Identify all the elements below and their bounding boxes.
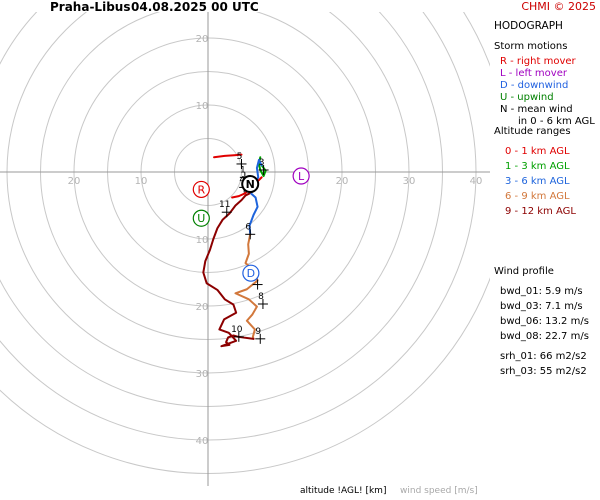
hodograph-segment — [213, 153, 243, 159]
storm-motion-item: N - mean wind — [500, 104, 573, 115]
storm-marker-letter: L — [298, 170, 305, 183]
axis-tick-label: 20 — [196, 302, 209, 313]
storm-marker-letter: D — [247, 267, 255, 280]
storm-marker-letter: N — [246, 178, 255, 191]
storm-marker-circle — [192, 180, 210, 199]
altitude-range-item: 0 - 1 km AGL — [505, 146, 570, 157]
wind-profile-item: bwd_01: 5.9 m/s — [500, 286, 583, 297]
hodograph-axes — [0, 12, 490, 486]
storm-motion-markers: R L U D N — [192, 167, 310, 282]
altitude-range-item: 3 - 6 km AGL — [505, 176, 570, 187]
altitude-label: 10 — [231, 325, 243, 335]
wind-speed-caption: wind speed [m/s] — [400, 486, 478, 496]
storm-motions-title: Storm motions — [494, 41, 568, 52]
altitude-label: 1 — [240, 165, 246, 175]
axis-tick-label: 40 — [196, 436, 209, 447]
wind-profile-item: bwd_03: 7.1 m/s — [500, 301, 583, 312]
altitude-label: 5 — [237, 152, 243, 162]
altitude-label: 9 — [255, 327, 261, 337]
altitude-range-item: 1 - 3 km AGL — [505, 161, 570, 172]
storm-motion-item: L - left mover — [500, 68, 567, 79]
storm-marker-circle — [192, 209, 210, 227]
storm-marker-circle — [242, 264, 260, 282]
storm-marker-circle — [241, 175, 260, 194]
altitude-label: 11 — [219, 200, 230, 210]
axis-tick-label: 20 — [196, 34, 209, 45]
sounding-datetime: 04.08.2025 00 UTC — [131, 0, 259, 14]
axis-tick-label: 30 — [196, 369, 209, 380]
altitude-label: 8 — [258, 292, 264, 302]
altitude-ranges-title: Altitude ranges — [494, 126, 571, 137]
axis-tick-label: 30 — [403, 176, 416, 187]
axis-tick-label: 20 — [68, 176, 81, 187]
hodograph-segment — [234, 233, 259, 340]
storm-motion-item: R - right mover — [500, 56, 576, 67]
altitude-label: 3 — [259, 158, 265, 168]
wind-profile-item: bwd_08: 22.7 m/s — [500, 331, 589, 342]
storm-marker-circle — [292, 167, 310, 185]
copyright-label: CHMI © 2025 — [521, 0, 596, 13]
helicity-item: srh_01: 66 m2/s2 — [500, 351, 587, 362]
axis-tick-label: 10 — [135, 176, 148, 187]
altitude-range-item: 9 - 12 km AGL — [505, 206, 576, 217]
wind-profile-item: bwd_06: 13.2 m/s — [500, 316, 589, 327]
storm-motion-item: U - upwind — [500, 92, 554, 103]
axis-tick-labels: 20 10 10 20 30 40 20 10 20 30 40 — [68, 34, 483, 447]
wind-profile-title: Wind profile — [494, 266, 554, 277]
speed-rings — [0, 12, 490, 474]
storm-marker-letter: R — [197, 183, 205, 196]
altitude-axis-caption: altitude !AGL! [km] — [300, 486, 387, 496]
altitude-label: 6 — [245, 222, 251, 232]
helicity-item: srh_03: 55 m2/s2 — [500, 366, 587, 377]
axis-tick-label: 40 — [470, 176, 483, 187]
panel-title: HODOGRAPH — [494, 20, 563, 32]
storm-motion-item: in 0 - 6 km AGL — [518, 116, 595, 127]
axis-tick-label: 20 — [336, 176, 349, 187]
axis-tick-label: 10 — [196, 101, 209, 112]
station-name: Praha-Libus — [50, 0, 131, 14]
altitude-range-item: 6 - 9 km AGL — [505, 191, 570, 202]
storm-motion-item: D - downwind — [500, 80, 569, 91]
axis-tick-label: 10 — [196, 235, 209, 246]
storm-marker-letter: U — [197, 212, 205, 225]
